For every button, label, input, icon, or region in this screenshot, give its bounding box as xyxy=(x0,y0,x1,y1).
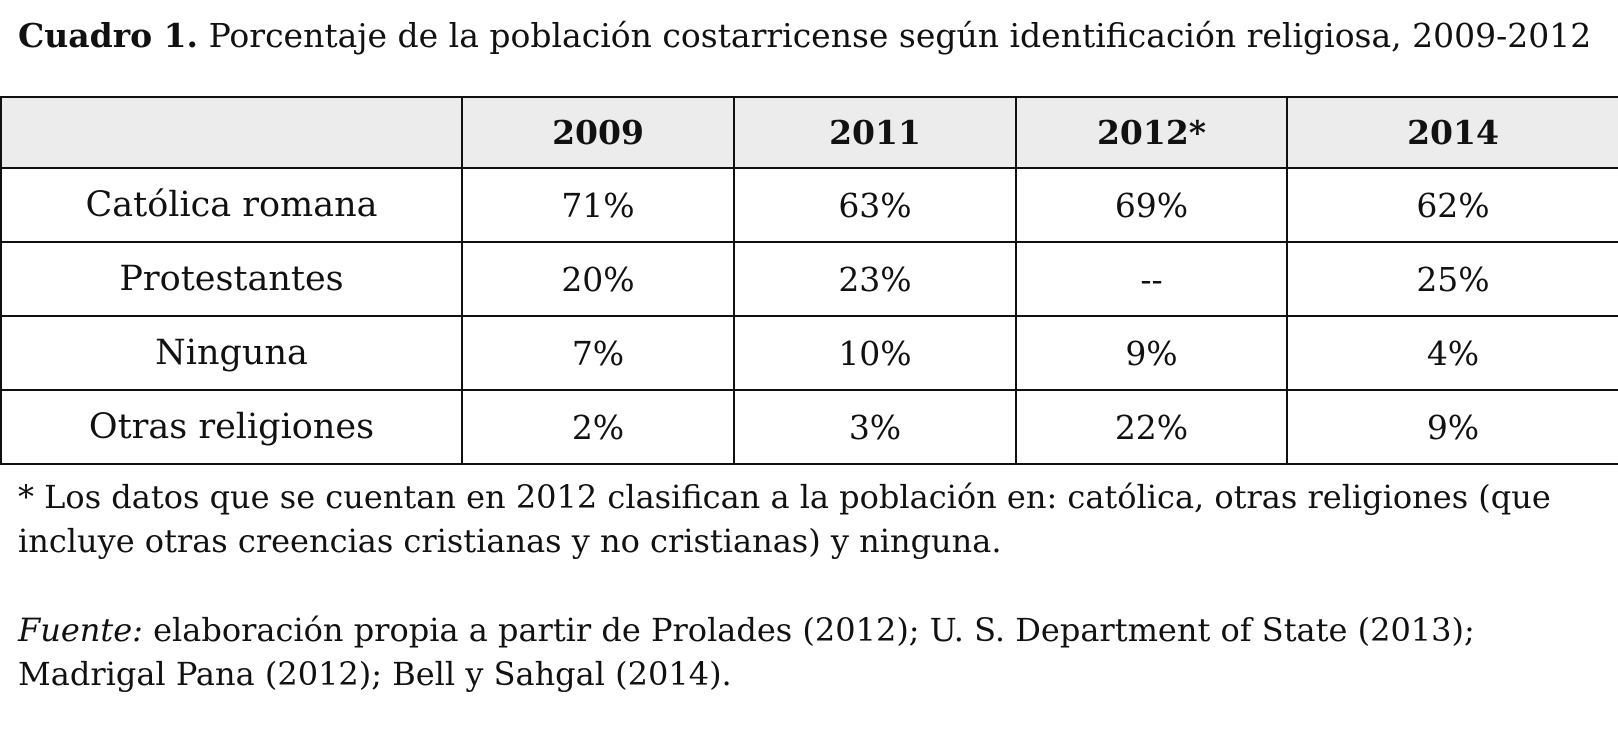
table-caption: Cuadro 1. Porcentaje de la población cos… xyxy=(18,14,1608,58)
header-cell-2009: 2009 xyxy=(461,96,735,169)
table-row: Católica romana 71% 63% 69% 62% xyxy=(0,167,1618,243)
source-text: elaboración propia a partir de Prolades … xyxy=(18,611,1475,693)
table-row: Protestantes 20% 23% -- 25% xyxy=(0,241,1618,317)
row-label: Ninguna xyxy=(0,315,463,391)
row-label: Católica romana xyxy=(0,167,463,243)
source-label: Fuente: xyxy=(18,611,143,649)
row-label: Protestantes xyxy=(0,241,463,317)
table-cell: 10% xyxy=(733,315,1017,391)
table-cell: 3% xyxy=(733,389,1017,465)
table-header-row: 2009 2011 2012* 2014 xyxy=(0,96,1618,169)
table-row: Otras religiones 2% 3% 22% 9% xyxy=(0,389,1618,465)
table-cell: 71% xyxy=(461,167,735,243)
header-cell-2011: 2011 xyxy=(733,96,1017,169)
header-cell-2014: 2014 xyxy=(1286,96,1618,169)
table-cell: 22% xyxy=(1015,389,1288,465)
caption-label: Cuadro 1. xyxy=(18,16,199,55)
religion-table: 2009 2011 2012* 2014 Católica romana 71%… xyxy=(0,96,1618,465)
caption-text: Porcentaje de la población costarricense… xyxy=(208,16,1592,55)
table-cell: 4% xyxy=(1286,315,1618,391)
table-cell: 7% xyxy=(461,315,735,391)
table-cell: 25% xyxy=(1286,241,1618,317)
table-cell: 23% xyxy=(733,241,1017,317)
table-cell: 2% xyxy=(461,389,735,465)
table-cell: 69% xyxy=(1015,167,1288,243)
table-cell: 9% xyxy=(1015,315,1288,391)
table-cell: 9% xyxy=(1286,389,1618,465)
table-row: Ninguna 7% 10% 9% 4% xyxy=(0,315,1618,391)
source-note: Fuente: elaboración propia a partir de P… xyxy=(18,608,1608,696)
table-cell: -- xyxy=(1015,241,1288,317)
table-cell: 20% xyxy=(461,241,735,317)
table-cell: 62% xyxy=(1286,167,1618,243)
table-cell: 63% xyxy=(733,167,1017,243)
header-cell-2012: 2012* xyxy=(1015,96,1288,169)
header-cell-empty xyxy=(0,96,463,169)
footnote: * Los datos que se cuentan en 2012 clasi… xyxy=(18,478,1551,560)
row-label: Otras religiones xyxy=(0,389,463,465)
